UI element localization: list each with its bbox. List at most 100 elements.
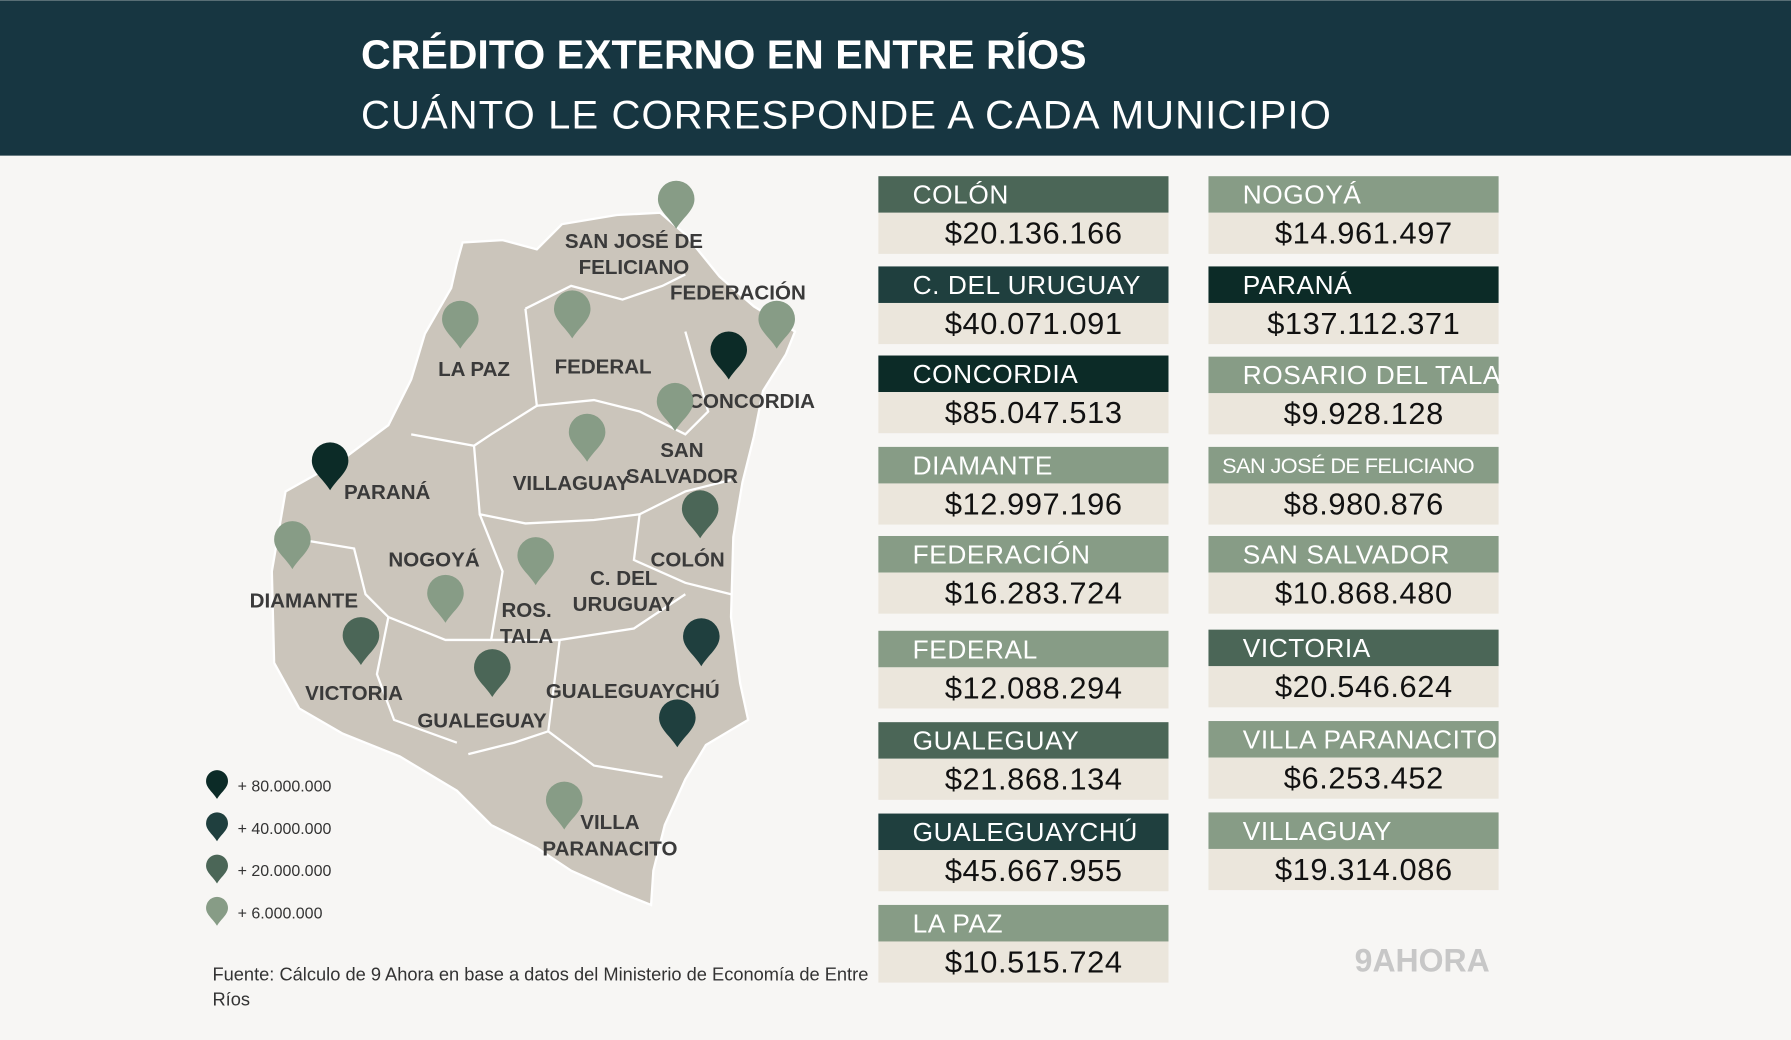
pin [311,442,349,491]
card-amount: $45.667.955 [945,853,1123,888]
card-name: FEDERAL [913,634,1038,664]
card-name: SAN JOSÉ DE FELICIANO [1222,453,1474,478]
place-label: NOGOYÁ [388,549,479,572]
pin [681,490,719,539]
legend-label: + 40.000.000 [238,821,332,838]
card-name-band [1208,266,1499,303]
card-amount-band [1208,212,1499,254]
pin [568,413,606,462]
logo: 9AHORA [1355,943,1490,979]
place-label: GUALEGUAYCHÚ [546,679,720,703]
pin [659,699,696,748]
card-amount-band [1208,572,1499,614]
place-label: VILLAGUAY [513,472,630,495]
card-name: GUALEGUAY [913,726,1080,756]
card-amount-band [878,392,1169,434]
card-amount-band [878,667,1169,709]
pin [517,537,554,586]
card-amount: $21.868.134 [945,762,1123,797]
pin [683,618,720,667]
place-label: VICTORIA [305,682,403,705]
source: Fuente: Cálculo de 9 Ahora en base a dat… [212,964,868,985]
place-label: LA PAZ [438,358,510,381]
card-amount: $40.071.091 [945,306,1123,341]
map-borders [285,273,732,779]
card-name: LA PAZ [913,908,1004,938]
card-name-band [878,266,1169,303]
card-amount: $8.980.876 [1284,486,1444,521]
card-amount-band [1208,666,1499,708]
card-amount: $20.136.166 [945,216,1123,251]
pin [545,781,583,830]
legend-label: + 80.000.000 [238,778,332,795]
card-name-band [878,355,1169,393]
card-name-band [1208,812,1499,849]
pin [657,180,695,229]
card-name-band [1208,356,1499,394]
pin [206,812,228,842]
place-label: PARANÁ [344,481,431,504]
place-label: SALVADOR [626,465,738,488]
card-amount: $9.928.128 [1284,396,1444,431]
pin [474,649,511,698]
pin [553,290,591,339]
card-name-band [878,722,1169,759]
pin [710,331,748,380]
pin [206,854,228,884]
card-name-band [878,176,1169,213]
card-amount-band [878,941,1169,983]
card-amount: $12.997.196 [945,486,1123,521]
place-label: FELICIANO [579,256,690,279]
card-name-band [878,535,1169,573]
card-name-band [878,446,1169,484]
pin [342,617,380,666]
place-label: TALA [500,625,553,648]
pin [758,300,795,349]
card-amount-band [1208,848,1499,891]
place-label: CONCORDIA [688,390,815,413]
card-name-band [1208,535,1499,573]
card-name-band [1208,629,1499,667]
card-amount: $20.546.624 [1275,669,1453,704]
card-name: VICTORIA [1243,633,1371,663]
pin [427,574,464,623]
place-label: FEDERAL [555,356,652,379]
card-amount-band [878,850,1169,892]
place-label: ROS. [501,599,551,622]
card-name: COLÓN [913,180,1009,210]
card-name: VILLA PARANACITO [1243,725,1498,755]
card-amount-band [878,572,1169,614]
place-label: DIAMANTE [250,590,358,613]
card-name: PARANÁ [1243,270,1352,300]
card-amount-band [1208,757,1499,799]
card-amount-band [1208,483,1499,525]
card-amount: $85.047.513 [945,395,1123,430]
legend-label: + 20.000.000 [238,863,332,880]
cards: COLÓN $20.136.166 C. DEL URUGUAY $40.071.09… [878,176,1500,983]
place-label: VILLA [580,811,640,834]
place-label: GUALEGUAY [417,710,547,733]
header-band [0,0,1791,156]
pin [656,382,694,431]
card-amount: $137.112.371 [1267,306,1460,341]
pin [274,521,311,570]
pin [442,300,479,349]
card-name-band [878,813,1169,851]
legend: + 80.000.000 + 40.000.000 + 20.000.000 + 6.… [206,770,331,926]
place-label: FEDERACIÓN [670,280,806,304]
card-amount-band [878,302,1169,345]
legend-label: + 6.000.000 [238,905,323,922]
card-amount-band [1208,393,1499,435]
place-label: PARANACITO [542,838,677,861]
card-amount-band [1208,302,1499,345]
card-name: NOGOYÁ [1243,180,1362,210]
card-name-band [1208,176,1499,213]
pin [206,770,228,799]
place-label: SAN JOSÉ DE [565,230,703,253]
card-name: GUALEGUAYCHÚ [913,817,1138,847]
card-amount: $10.868.480 [1275,576,1453,611]
card-amount: $19.314.086 [1275,852,1453,887]
card-name: VILLAGUAY [1243,816,1392,846]
